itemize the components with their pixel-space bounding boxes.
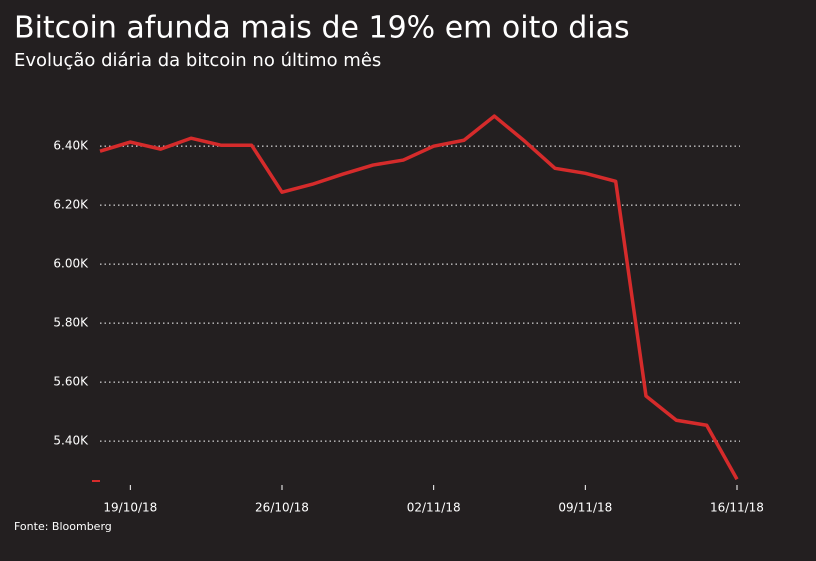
- y-tick-label: 5.40K: [53, 434, 89, 448]
- x-tick-label: 26/10/18: [255, 501, 309, 515]
- x-tick-label: 19/10/18: [103, 501, 157, 515]
- y-tick-label: 6.00K: [53, 257, 89, 271]
- y-tick-label: 6.40K: [53, 139, 89, 153]
- y-tick-label: 6.20K: [53, 198, 89, 212]
- chart-title: Bitcoin afunda mais de 19% em oito dias: [14, 11, 630, 46]
- chart-subtitle: Evolução diária da bitcoin no último mês: [14, 50, 381, 71]
- line-series: [99, 114, 739, 481]
- x-tick-label: 09/11/18: [558, 501, 612, 515]
- y-tick-label: 5.60K: [53, 375, 89, 389]
- source: Fonte: Bloomberg: [14, 520, 112, 533]
- x-tick-label: 16/11/18: [710, 501, 764, 515]
- y-tick-label: 5.80K: [53, 316, 89, 330]
- x-tick-label: 02/11/18: [407, 501, 461, 515]
